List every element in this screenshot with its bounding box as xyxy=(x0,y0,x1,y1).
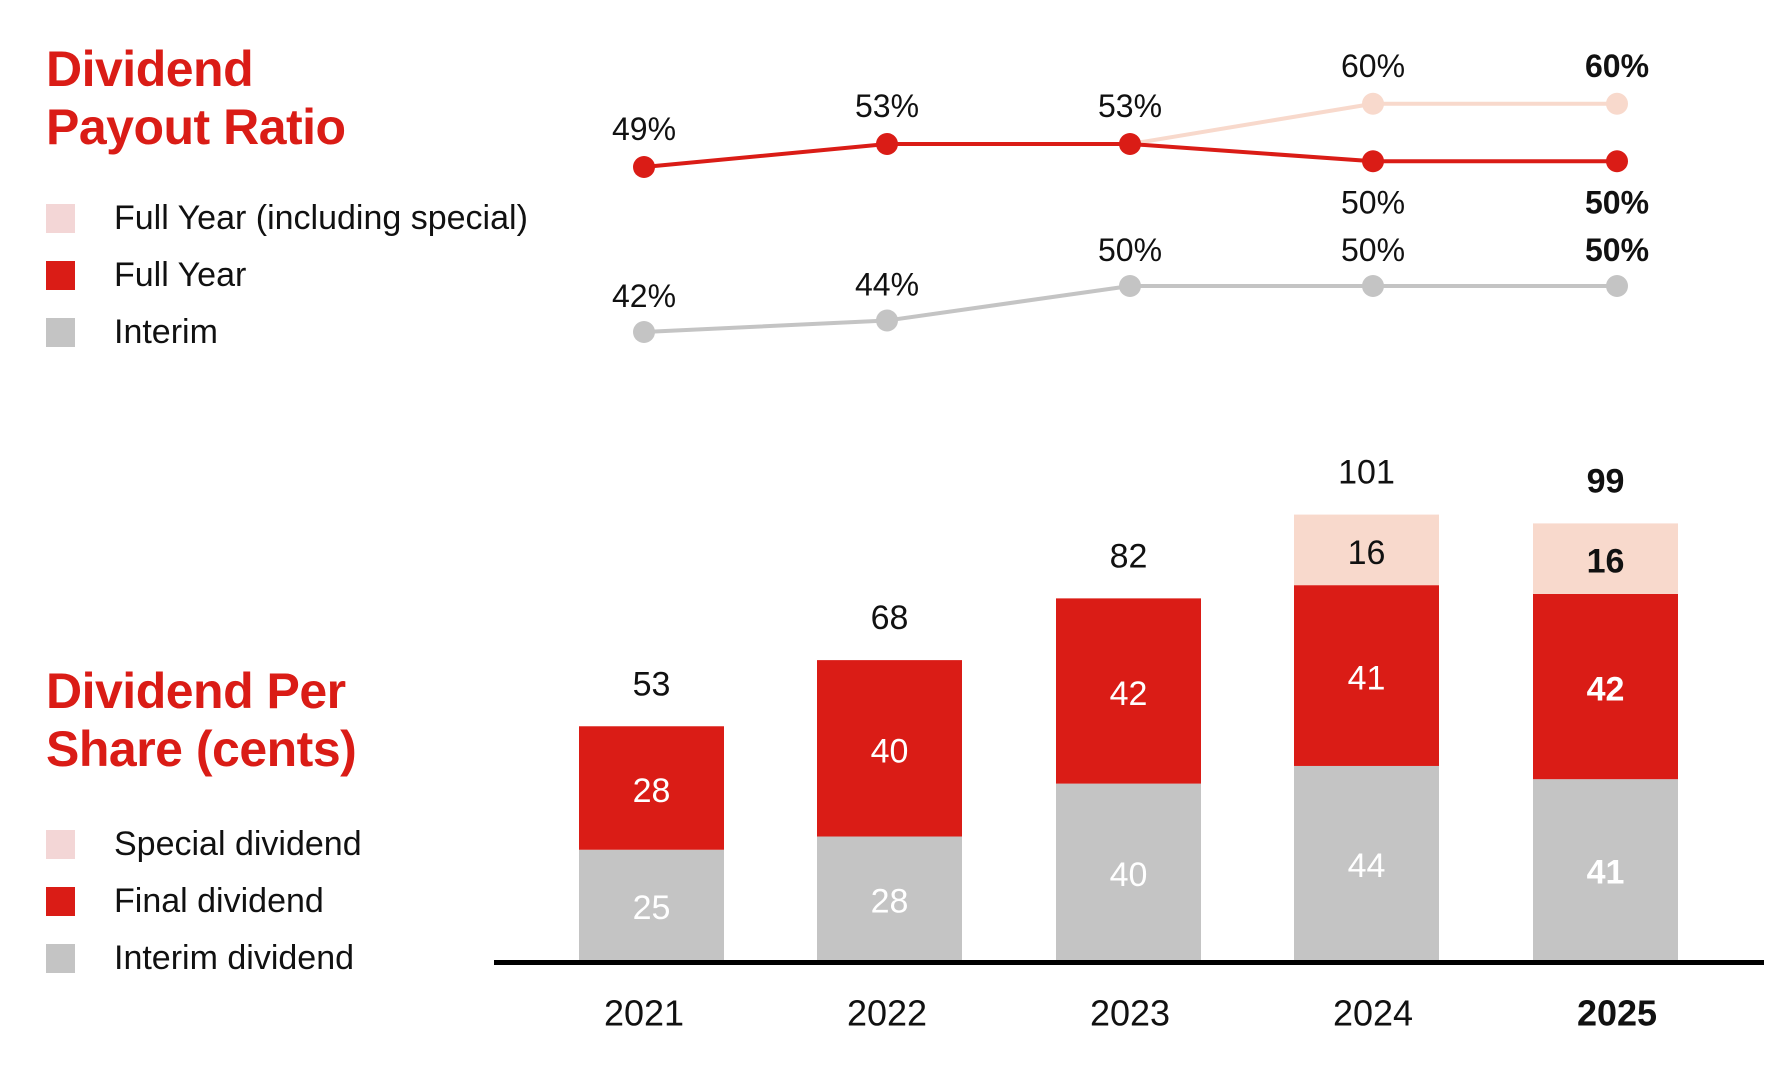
payout-ratio-line-chart: 60% 60% 42% 44% 50% 50% 50% 49% 53% 53% 50% 50% xyxy=(612,48,1649,343)
bar-segment-interim-2023 xyxy=(1056,783,1201,960)
legend-label: Special dividend xyxy=(114,825,362,863)
bar-value-label-full-year-2022: 40 xyxy=(871,732,909,770)
bar-total-label-2024: 101 xyxy=(1338,454,1395,492)
bar-segment-full-year-2022 xyxy=(817,660,962,837)
data-label-full-year-2024: 50% xyxy=(1341,184,1405,220)
x-axis-tick-label-2025: 2025 xyxy=(1577,993,1657,1034)
bar-segment-special-2025 xyxy=(1533,523,1678,594)
line-point-full-year-2023 xyxy=(1119,133,1141,155)
legend-label: Full Year xyxy=(114,256,247,294)
payout-ratio-title-line-2: Payout Ratio xyxy=(46,99,346,155)
x-axis-tick-label-2023: 2023 xyxy=(1090,993,1170,1034)
line-point-special-2024 xyxy=(1362,92,1384,115)
bar-value-label-full-year-2023: 42 xyxy=(1110,675,1148,713)
line-point-interim-2025 xyxy=(1606,275,1628,297)
bar-segment-full-year-2025 xyxy=(1533,593,1678,780)
legend-label: Interim dividend xyxy=(114,939,355,977)
line-point-interim-2021 xyxy=(633,321,655,343)
legend-label: Final dividend xyxy=(114,882,324,920)
bar-total-label-2025: 99 xyxy=(1587,462,1625,500)
data-label-interim-2024: 50% xyxy=(1341,232,1405,268)
line-point-full-year-2022 xyxy=(876,133,898,155)
bar-value-label-special-2024: 16 xyxy=(1348,534,1386,572)
bar-segment-interim-2025 xyxy=(1533,779,1678,960)
data-label-interim-2023: 50% xyxy=(1098,232,1162,268)
bar-segment-interim-2021 xyxy=(579,849,724,960)
data-label-full-year-2021: 49% xyxy=(612,111,676,147)
bar-total-label-2022: 68 xyxy=(871,599,909,637)
data-label-special-2024: 60% xyxy=(1341,48,1405,84)
bar-value-label-full-year-2025: 42 xyxy=(1587,671,1625,709)
data-label-full-year-2025: 50% xyxy=(1585,184,1649,220)
bar-value-label-interim-2021: 25 xyxy=(633,889,671,927)
bar-value-label-interim-2022: 28 xyxy=(871,882,909,920)
bar-total-label-2023: 82 xyxy=(1110,537,1148,575)
x-axis-tick-label-2021: 2021 xyxy=(604,993,684,1034)
bar-value-label-interim-2024: 44 xyxy=(1348,847,1386,885)
bar-segment-special-2024 xyxy=(1294,514,1439,586)
line-point-interim-2024 xyxy=(1362,275,1384,297)
legend-swatch-special xyxy=(46,204,75,233)
dps-title: Dividend Per Share (cents) xyxy=(46,662,357,778)
bar-value-label-full-year-2021: 28 xyxy=(633,772,671,810)
bar-segment-interim-2024 xyxy=(1294,765,1439,960)
payout-ratio-title: Dividend Payout Ratio xyxy=(46,40,346,156)
bar-segment-interim-2022 xyxy=(817,836,962,960)
x-axis-tick-label-2024: 2024 xyxy=(1333,993,1413,1034)
line-point-interim-2023 xyxy=(1119,275,1141,297)
legend-swatch-final xyxy=(46,887,75,916)
x-axis-tick-label-2022: 2022 xyxy=(847,993,927,1034)
bar-segment-full-year-2023 xyxy=(1056,598,1201,784)
legend-swatch-interim xyxy=(46,944,75,973)
line-point-special-2025 xyxy=(1606,92,1628,115)
legend-swatch-interim xyxy=(46,318,75,347)
bar-value-label-interim-2025: 41 xyxy=(1587,854,1625,892)
bar-segment-full-year-2024 xyxy=(1294,585,1439,766)
legend-swatch-full-year xyxy=(46,261,75,290)
line-point-full-year-2021 xyxy=(633,156,655,178)
bar-value-label-full-year-2024: 41 xyxy=(1348,660,1386,698)
legend-swatch-special xyxy=(46,830,75,859)
data-label-interim-2022: 44% xyxy=(855,267,919,303)
data-label-interim-2025: 50% xyxy=(1585,232,1649,268)
dps-title-line-1: Dividend Per xyxy=(46,663,346,719)
line-point-full-year-2024 xyxy=(1362,150,1384,173)
bar-value-label-interim-2023: 40 xyxy=(1110,856,1148,894)
dps-stacked-bar-chart: 25 28 53 2021 28 40 68 2022 40 42 82 2023 44 41 16 101 2… xyxy=(494,454,1764,1034)
data-label-full-year-2022: 53% xyxy=(855,88,919,124)
line-point-interim-2022 xyxy=(876,309,898,332)
data-label-interim-2021: 42% xyxy=(612,278,676,314)
legend-label: Interim xyxy=(114,313,218,351)
dps-title-line-2: Share (cents) xyxy=(46,721,357,777)
data-label-special-2025: 60% xyxy=(1585,48,1649,84)
payout-ratio-title-line-1: Dividend xyxy=(46,41,254,97)
bar-value-label-special-2025: 16 xyxy=(1587,543,1625,581)
bar-total-label-2021: 53 xyxy=(633,665,671,703)
data-label-full-year-2023: 53% xyxy=(1098,88,1162,124)
bar-segment-full-year-2021 xyxy=(579,726,724,850)
legend-label: Full Year (including special) xyxy=(114,199,528,237)
line-point-full-year-2025 xyxy=(1606,150,1628,173)
